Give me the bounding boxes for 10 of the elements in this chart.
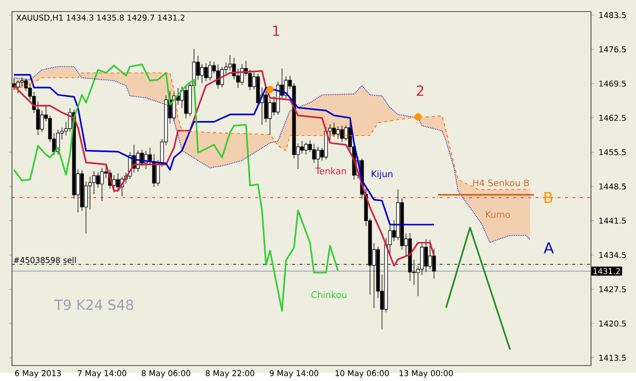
series-label: Kijun [372,170,392,179]
annotation: 1 [273,26,280,36]
annotation: B [544,192,552,203]
series-label: H4 Senkou B [473,179,529,186]
annotation: Kumo [486,211,510,218]
annotation: 2 [416,85,424,96]
series-label: Tenkan [315,167,346,174]
annotation: T9 K24 S48 [54,299,134,310]
annotation: A [544,242,554,254]
text: Chinkou [311,291,346,298]
